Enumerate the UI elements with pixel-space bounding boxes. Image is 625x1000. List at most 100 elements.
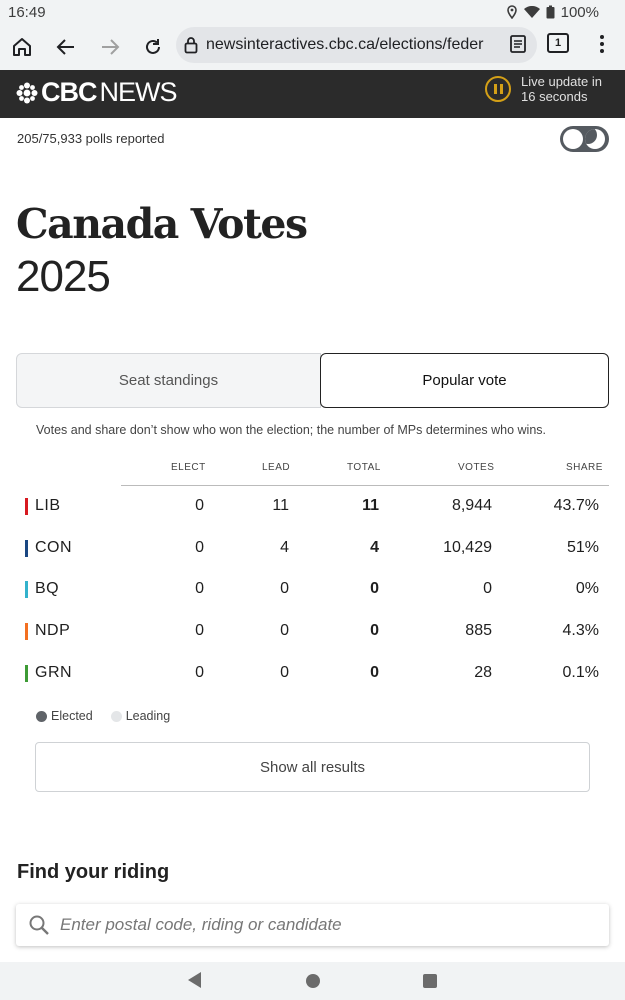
elect-value: 0 [195,664,204,681]
wifi-icon [523,5,540,18]
status-icons: 100% [506,4,599,21]
page-year: 2025 [16,252,111,301]
party-color-bar [25,664,28,682]
site-header: CBC NEWS Live update in 16 seconds [0,70,625,118]
share-value: 51% [566,539,599,556]
lead-value: 0 [280,580,289,597]
party-name: GRN [35,664,73,681]
share-value: 43.7% [553,497,599,514]
votes-value: 10,429 [443,539,492,556]
show-all-results-button[interactable]: Show all results [35,742,590,792]
leading-dot-icon [110,710,122,722]
total-value: 0 [370,622,379,639]
legend: Elected Leading [36,709,170,723]
tab-seat-standings[interactable]: Seat standings [16,353,321,408]
elect-value: 0 [195,580,204,597]
live-update[interactable]: Live update in 16 seconds [485,74,602,104]
party-color-bar [25,539,28,557]
arrow-right-icon [102,39,120,55]
elect-value: 0 [195,539,204,556]
battery-icon [546,5,555,19]
battery-level: 100% [560,3,599,21]
header-share: SHARE [566,462,603,473]
votes-value: 8,944 [451,497,492,514]
lead-value: 11 [272,497,289,514]
header-elect: ELECT [171,462,206,473]
system-nav-bar [0,962,625,1000]
lead-value: 4 [280,539,289,556]
total-value: 4 [370,539,379,556]
forward-button[interactable] [88,25,132,69]
legend-elected-label: Elected [51,709,93,723]
arrow-left-icon [56,39,74,55]
moon-icon [585,129,605,149]
party-cell: GRN [25,664,72,682]
total-value: 11 [362,497,379,514]
party-cell: CON [25,539,72,557]
polls-reported: 205/75,933 polls reported [17,131,165,146]
live-update-line2: 16 seconds [521,89,588,104]
votes-value: 28 [474,664,492,681]
party-name: BQ [35,580,60,597]
reader-mode-icon[interactable] [509,34,527,54]
table-row[interactable]: CON 0 4 4 10,429 51% [0,539,625,567]
home-button[interactable] [0,25,44,69]
reload-button[interactable] [131,25,175,69]
dark-mode-toggle[interactable] [560,126,609,152]
results-tabs: Seat standings Popular vote [16,353,609,408]
lock-icon [184,37,198,54]
table-row[interactable]: BQ 0 0 0 0 0% [0,580,625,608]
share-value: 4.3% [562,622,599,639]
total-value: 0 [370,580,379,597]
lead-value: 0 [280,622,289,639]
header-votes: VOTES [458,462,495,473]
party-name: CON [35,539,73,556]
party-cell: BQ [25,580,59,598]
browser-toolbar: newsinteractives.cbc.ca/elections/feder … [0,24,625,70]
table-row[interactable]: NDP 0 0 0 885 4.3% [0,622,625,650]
results-note: Votes and share don’t show who won the e… [36,423,547,437]
legend-elected: Elected [36,709,93,723]
back-button[interactable] [44,25,88,69]
party-cell: LIB [25,497,61,515]
live-update-line1: Live update in [521,74,602,89]
party-color-bar [25,580,28,598]
riding-search-box[interactable] [16,904,609,946]
party-name: LIB [35,497,61,514]
share-value: 0.1% [562,664,599,681]
status-time: 16:49 [8,3,46,21]
url-text: newsinteractives.cbc.ca/elections/feder [206,36,484,53]
tab-popular-vote[interactable]: Popular vote [320,353,609,408]
location-icon [506,5,517,19]
nav-home-icon[interactable] [306,974,320,988]
toggle-knob [563,129,583,149]
home-icon [13,38,31,56]
party-color-bar [25,497,28,515]
more-menu-icon[interactable] [592,32,612,56]
table-row[interactable]: GRN 0 0 0 28 0.1% [0,664,625,692]
legend-leading: Leading [110,709,171,723]
nav-back-icon[interactable] [188,972,201,988]
header-total: TOTAL [347,462,381,473]
nav-recents-icon[interactable] [423,974,437,988]
address-bar[interactable]: newsinteractives.cbc.ca/elections/feder [176,27,537,63]
cbc-news-logo[interactable]: CBC NEWS [16,77,178,108]
tab-switcher-button[interactable]: 1 [547,33,569,53]
lead-value: 0 [280,664,289,681]
legend-leading-label: Leading [125,709,171,723]
header-lead: LEAD [262,462,291,473]
party-name: NDP [35,622,71,639]
find-riding-heading: Find your riding [17,861,170,883]
riding-search-input[interactable] [60,915,580,935]
elect-value: 0 [195,497,204,514]
status-bar: 16:49 100% [0,0,625,24]
pause-icon[interactable] [485,76,511,102]
table-row[interactable]: LIB 0 11 11 8,944 43.7% [0,497,625,525]
page-title: Canada Votes [16,200,308,248]
logo-cbc-text: CBC [41,77,97,107]
logo-news-text: NEWS [99,77,178,107]
live-update-text: Live update in 16 seconds [521,74,602,104]
elected-dot-icon [36,710,47,722]
votes-value: 885 [465,622,492,639]
reload-icon [146,39,160,54]
